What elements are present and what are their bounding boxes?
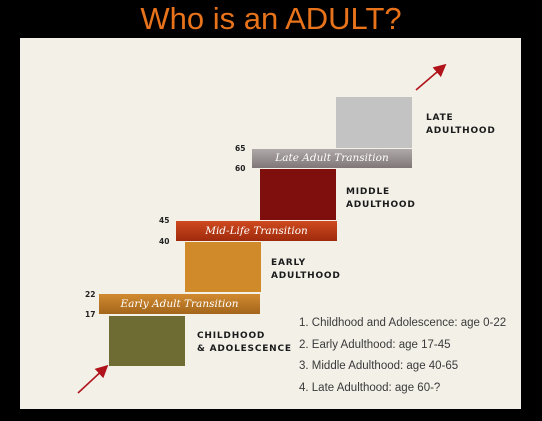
legend-item: 3. Middle Adulthood: age 40-65 — [299, 360, 459, 372]
bottom-arrow-icon — [77, 364, 109, 394]
legend-item: 2. Early Adulthood: age 17-45 — [299, 338, 451, 351]
middle-label-line2: ADULTHOOD — [346, 200, 416, 210]
early-adulthood-label: EARLY ADULTHOOD — [271, 257, 341, 283]
early-label-line2: ADULTHOOD — [271, 271, 341, 281]
childhood-label: CHILDHOOD & ADOLESCENCE — [197, 330, 292, 356]
late-adulthood-label: LATE ADULTHOOD — [426, 112, 496, 138]
late-adulthood-block — [336, 97, 412, 148]
middle-adulthood-block — [260, 169, 336, 220]
late-label-line2: ADULTHOOD — [426, 126, 496, 136]
age-22: 22 — [85, 290, 96, 299]
top-arrow-icon — [415, 63, 447, 91]
childhood-label-line2: & ADOLESCENCE — [197, 344, 292, 354]
childhood-block — [109, 316, 185, 366]
late-label-line1: LATE — [426, 113, 454, 123]
age-45: 45 — [159, 216, 170, 225]
late-transition-band: Late Adult Transition — [252, 149, 412, 168]
diagram-panel: CHILDHOOD & ADOLESCENCE Early Adult Tran… — [20, 38, 521, 409]
middle-label-line1: MIDDLE — [346, 187, 390, 197]
legend-item: 4. Late Adulthood: age 60-? — [299, 381, 441, 394]
childhood-label-line1: CHILDHOOD — [197, 331, 266, 341]
middle-adulthood-label: MIDDLE ADULTHOOD — [346, 186, 416, 212]
age-65: 65 — [235, 144, 246, 153]
age-17: 17 — [85, 310, 96, 319]
legend-item: 1. Childhood and Adolescence: age 0-22 — [299, 317, 507, 329]
age-legend: 1. Childhood and Adolescence: age 0-22 2… — [299, 315, 506, 401]
early-transition-band: Early Adult Transition — [99, 294, 260, 314]
age-40: 40 — [159, 237, 170, 246]
early-adulthood-block — [185, 242, 261, 292]
midlife-transition-band: Mid-Life Transition — [176, 221, 337, 241]
growth-arrows — [77, 63, 447, 394]
slide-title: Who is an ADULT? — [140, 1, 402, 36]
age-60: 60 — [235, 164, 246, 173]
early-label-line1: EARLY — [271, 258, 306, 268]
